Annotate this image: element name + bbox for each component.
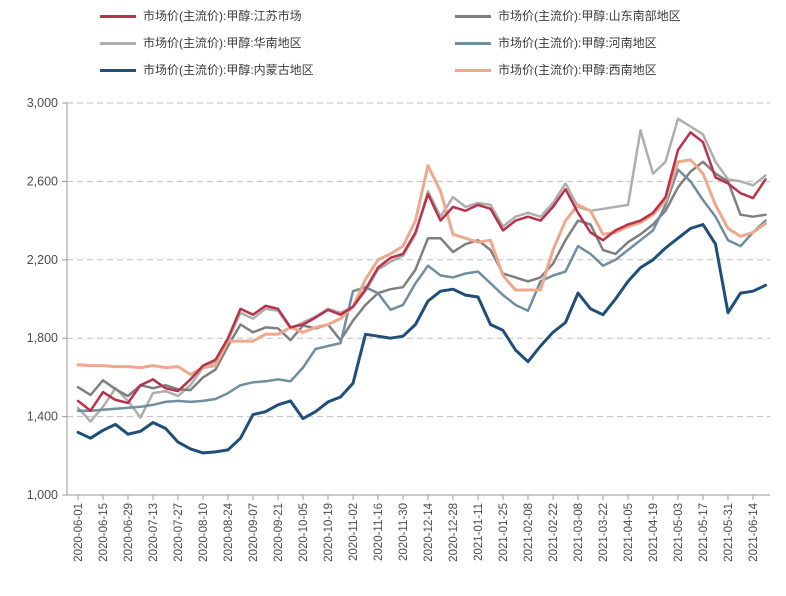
legend-item-label: 市场价(主流价):甲醇:河南地区	[498, 36, 657, 50]
legend-swatch-henan	[455, 41, 491, 45]
x-axis-label: 2021-01-25	[498, 503, 510, 562]
y-axis-label: 2,600	[27, 174, 58, 188]
legend-item-jiangsu: 市场价(主流价):甲醇:江苏市场	[100, 8, 455, 24]
legend-swatch-jiangsu	[100, 14, 136, 18]
y-axis-label: 3,000	[27, 96, 58, 110]
legend-item-label: 市场价(主流价):甲醇:内蒙古地区	[143, 63, 314, 77]
y-axis-label: 2,200	[27, 253, 58, 267]
price-line-chart: 1,000 1,400 1,800 2,200 2,600 3,000 2020-06-01…	[0, 90, 786, 591]
legend-swatch-xinan	[455, 68, 491, 72]
legend-item-shandong-south: 市场价(主流价):甲醇:山东南部地区	[455, 8, 681, 24]
legend-item-huanan: 市场价(主流价):甲醇:华南地区	[100, 35, 455, 51]
x-axis-label: 2020-12-28	[448, 503, 460, 562]
axes	[62, 102, 770, 500]
x-axis-label: 2020-07-27	[173, 503, 185, 562]
x-axis-label: 2020-11-30	[398, 503, 410, 561]
legend-item-label: 市场价(主流价):甲醇:西南地区	[498, 63, 657, 77]
x-axis-label: 2020-10-19	[323, 503, 335, 562]
x-axis-label: 2021-05-17	[698, 503, 710, 562]
x-axis-label: 2021-04-05	[623, 503, 635, 562]
x-axis-label: 2020-08-24	[223, 502, 235, 561]
x-axis-label: 2021-02-22	[548, 503, 560, 562]
x-axis-label: 2020-06-01	[73, 503, 85, 562]
x-axis-label: 2020-11-02	[348, 503, 360, 561]
x-axis-label: 2021-06-14	[748, 502, 760, 561]
x-axis-label: 2020-06-29	[123, 503, 135, 562]
legend-item-label: 市场价(主流价):甲醇:江苏市场	[143, 9, 302, 23]
series-line-jiangsu	[76, 131, 767, 412]
legend-item-xinan: 市场价(主流价):甲醇:西南地区	[455, 62, 681, 78]
series-line-huanan	[76, 117, 767, 423]
legend-swatch-neimenggu	[100, 68, 136, 72]
y-axis-label: 1,800	[27, 331, 58, 345]
x-axis-label: 2020-07-13	[148, 503, 160, 562]
legend-item-neimenggu: 市场价(主流价):甲醇:内蒙古地区	[100, 62, 455, 78]
y-axis-label: 1,000	[27, 488, 58, 502]
legend-swatch-shandong-south	[455, 14, 491, 18]
x-axis-label: 2020-12-14	[423, 502, 435, 561]
legend-item-label: 市场价(主流价):甲醇:华南地区	[143, 36, 302, 50]
x-axis-label: 2021-05-03	[673, 503, 685, 562]
series-line-shandong-south	[76, 160, 767, 398]
x-axis-label: 2020-09-21	[273, 503, 285, 562]
legend-swatch-huanan	[100, 41, 136, 45]
x-axis-label: 2021-05-31	[723, 503, 735, 562]
x-axis-label: 2020-11-16	[373, 503, 385, 561]
series-line-neimenggu	[76, 223, 767, 455]
axis-labels: 1,000 1,400 1,800 2,200 2,600 3,000 2020-06-01…	[27, 96, 760, 562]
legend-item-henan: 市场价(主流价):甲醇:河南地区	[455, 35, 681, 51]
x-axis-label: 2021-04-19	[648, 503, 660, 562]
methanol-price-chart-canvas: 1,000 1,400 1,800 2,200 2,600 3,000 2020-06-01…	[27, 96, 770, 562]
x-axis-label: 2020-09-07	[248, 503, 260, 562]
series-lines	[76, 117, 767, 455]
x-axis-label: 2021-03-08	[573, 503, 585, 562]
y-axis-label: 1,400	[27, 410, 58, 424]
legend: 市场价(主流价):甲醇:江苏市场 市场价(主流价):甲醇:山东南部地区 市场价(…	[100, 8, 681, 78]
x-axis-label: 2021-02-08	[523, 503, 535, 562]
x-axis-label: 2020-08-10	[198, 503, 210, 562]
x-axis-label: 2020-10-05	[298, 503, 310, 562]
series-line-henan	[76, 168, 767, 412]
legend-item-label: 市场价(主流价):甲醇:山东南部地区	[498, 9, 681, 23]
x-axis-label: 2021-03-22	[598, 503, 610, 562]
x-axis-label: 2021-01-11	[473, 503, 485, 561]
x-axis-label: 2020-06-15	[98, 503, 110, 562]
series-line-xinan	[76, 158, 767, 376]
